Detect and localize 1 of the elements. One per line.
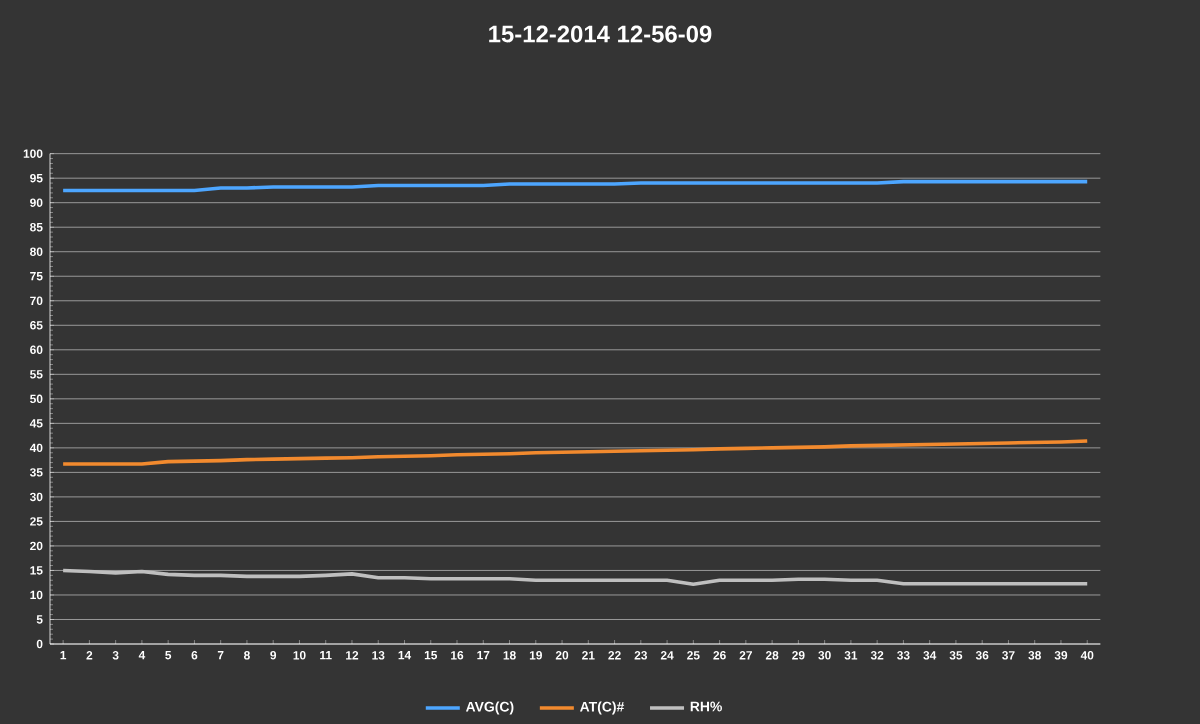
chart-title: 15-12-2014 12-56-09 [489,25,712,43]
